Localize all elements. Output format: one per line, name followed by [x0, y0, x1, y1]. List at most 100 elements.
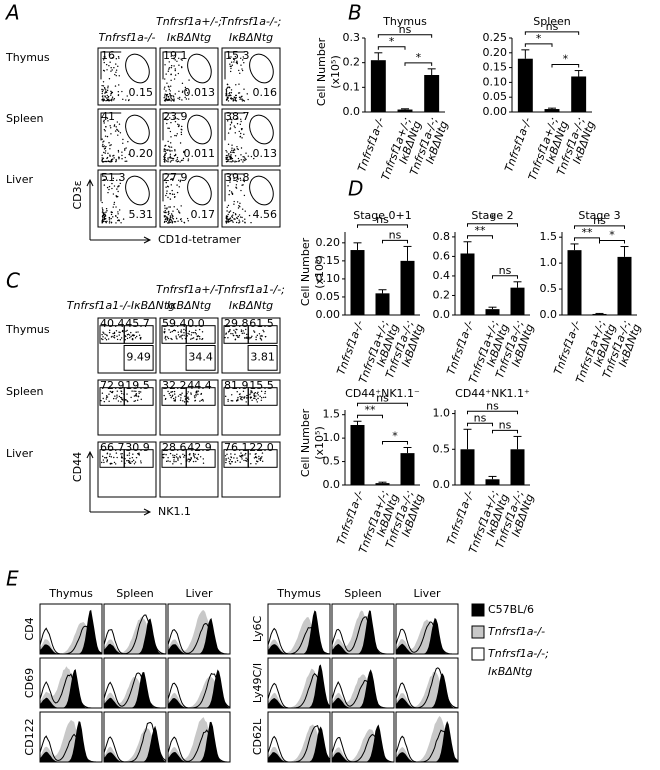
marker-label: CD69	[23, 668, 36, 698]
event-dot	[121, 154, 123, 157]
y-tick-label: 0.3	[343, 31, 361, 44]
error-bar	[513, 281, 522, 288]
event-dot	[183, 401, 186, 403]
event-dot	[257, 394, 259, 396]
event-dot	[183, 334, 185, 337]
event-dot	[135, 456, 138, 459]
event-dot	[120, 460, 123, 462]
event-dot	[169, 90, 171, 92]
gate	[187, 175, 212, 206]
y-tick-label: 0.5	[323, 455, 341, 468]
gate-value: 0.16	[253, 86, 278, 99]
gate-value: 34.4	[188, 351, 213, 364]
event-dot	[230, 219, 233, 222]
event-dot	[182, 90, 184, 92]
event-dot	[108, 455, 111, 458]
event-dot	[236, 180, 238, 183]
event-dot	[234, 218, 236, 220]
event-dot	[101, 84, 103, 87]
event-dot	[101, 201, 103, 204]
event-dot	[192, 460, 195, 463]
event-dot	[128, 334, 131, 336]
event-dot	[106, 186, 109, 189]
event-dot	[231, 161, 233, 163]
event-dot	[106, 461, 108, 463]
event-dot	[111, 69, 113, 71]
event-dot	[108, 216, 111, 219]
y-tick-label: 0.00	[483, 105, 508, 118]
event-dot	[102, 141, 104, 143]
event-dot	[229, 181, 231, 183]
y-tick-label: 0.5	[540, 282, 558, 295]
event-dot	[110, 70, 112, 72]
event-dot	[235, 184, 238, 186]
event-dot	[238, 130, 240, 133]
event-dot	[177, 160, 180, 162]
error-bar	[620, 246, 629, 257]
chart-title: CD44⁺NK1.1⁻	[345, 387, 420, 400]
event-dot	[120, 401, 122, 403]
event-dot	[113, 67, 115, 69]
event-dot	[234, 331, 236, 333]
event-dot	[228, 211, 230, 214]
event-dot	[120, 222, 122, 224]
event-dot	[228, 155, 231, 157]
event-dot	[228, 220, 230, 223]
event-dot	[190, 334, 193, 336]
event-dot	[164, 205, 166, 207]
event-dot	[101, 90, 104, 93]
event-dot	[164, 153, 166, 155]
event-dot	[134, 461, 137, 463]
event-dot	[181, 129, 183, 131]
event-dot	[259, 395, 261, 398]
event-dot	[228, 193, 230, 196]
histogram	[40, 721, 102, 762]
event-dot	[174, 68, 176, 70]
event-dot	[130, 335, 132, 338]
event-dot	[122, 329, 124, 332]
bar	[485, 479, 500, 485]
gate	[100, 173, 122, 202]
event-dot	[106, 210, 108, 212]
event-dot	[170, 100, 172, 102]
event-dot	[110, 144, 112, 146]
event-dot	[107, 95, 110, 98]
panel-letter: E	[6, 567, 19, 591]
histogram	[267, 725, 331, 763]
event-dot	[164, 328, 166, 330]
gate-value: 22.0	[249, 441, 274, 454]
event-dot	[195, 393, 197, 396]
event-dot	[112, 177, 115, 180]
event-dot	[163, 394, 165, 397]
event-dot	[227, 457, 230, 459]
event-dot	[102, 208, 104, 211]
flow-plot	[221, 47, 281, 106]
event-dot	[173, 78, 176, 80]
event-dot	[109, 125, 111, 127]
event-dot	[183, 456, 185, 458]
event-dot	[110, 67, 112, 69]
gate	[249, 114, 274, 145]
column-header: Tnfrsf1a-/-	[98, 31, 155, 44]
event-dot	[239, 72, 241, 74]
event-dot	[261, 456, 263, 458]
y-tick-label: 0.0	[433, 308, 451, 321]
significance-bracket	[574, 237, 600, 241]
y-tick-label: 0.0	[540, 308, 558, 321]
significance-bracket	[382, 441, 408, 445]
event-dot	[176, 158, 178, 161]
event-dot	[102, 100, 104, 102]
event-dot	[173, 400, 175, 402]
event-dot	[116, 217, 119, 219]
histogram	[332, 724, 394, 762]
event-dot	[105, 398, 108, 400]
event-dot	[178, 64, 180, 66]
event-dot	[192, 331, 195, 334]
event-dot	[230, 61, 233, 63]
event-dot	[179, 96, 181, 99]
event-dot	[176, 191, 179, 194]
event-dot	[107, 179, 109, 182]
event-dot	[241, 69, 244, 72]
event-dot	[112, 332, 114, 335]
error-bar	[427, 68, 436, 75]
